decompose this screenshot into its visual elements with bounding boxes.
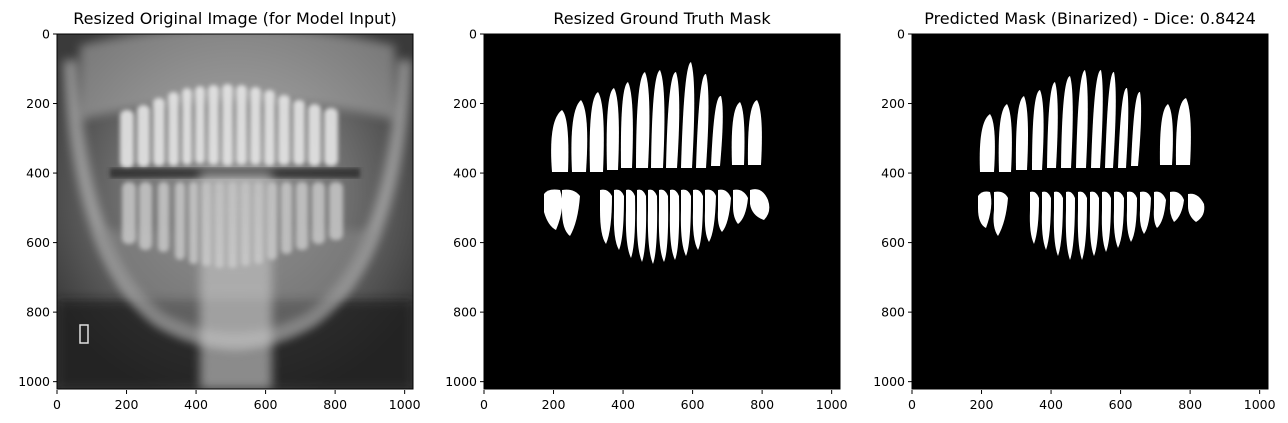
xray-image: [57, 34, 413, 389]
x-tick-label: 0: [480, 397, 488, 412]
y-tick-label: 400: [881, 166, 905, 181]
x-tick-label: 1000: [1244, 397, 1276, 412]
x-tick-label: 800: [750, 397, 774, 412]
y-tick-label: 800: [881, 305, 905, 320]
x-tick-label: 800: [323, 397, 347, 412]
x-tick-label: 800: [1178, 397, 1202, 412]
y-tick-label: 600: [881, 235, 905, 250]
y-tick-label: 0: [469, 27, 477, 42]
y-tick-label: 200: [453, 96, 477, 111]
panel-predicted-mask: Predicted Mask (Binarized) - Dice: 0.842…: [873, 9, 1275, 412]
y-tick-label: 600: [26, 235, 50, 250]
panel-ground-truth-mask: Resized Ground Truth Mask: [445, 9, 847, 412]
x-tick-label: 200: [970, 397, 994, 412]
x-tick-label: 400: [611, 397, 635, 412]
x-tick-label: 600: [254, 397, 278, 412]
y-tick-label: 1000: [873, 374, 905, 389]
y-tick-label: 800: [26, 305, 50, 320]
y-tick-label: 0: [897, 27, 905, 42]
x-tick-label: 0: [53, 397, 61, 412]
y-tick-label: 400: [453, 166, 477, 181]
panel-title: Resized Ground Truth Mask: [553, 9, 771, 28]
x-tick-label: 200: [115, 397, 139, 412]
panel-title: Predicted Mask (Binarized) - Dice: 0.842…: [924, 9, 1256, 28]
x-tick-label: 0: [908, 397, 916, 412]
y-tick-label: 600: [453, 235, 477, 250]
y-tick-label: 800: [453, 305, 477, 320]
y-tick-label: 400: [26, 166, 50, 181]
mask-teeth: [544, 62, 770, 264]
panel-title: Resized Original Image (for Model Input): [73, 9, 397, 28]
y-tick-label: 200: [26, 96, 50, 111]
x-tick-label: 600: [1109, 397, 1133, 412]
y-tick-label: 200: [881, 96, 905, 111]
y-tick-label: 1000: [445, 374, 477, 389]
x-tick-label: 400: [184, 397, 208, 412]
x-tick-label: 200: [542, 397, 566, 412]
mask-teeth: [978, 70, 1205, 260]
x-tick-label: 600: [681, 397, 705, 412]
x-tick-label: 400: [1039, 397, 1063, 412]
x-tick-label: 1000: [816, 397, 848, 412]
x-tick-label: 1000: [389, 397, 421, 412]
panel-original-image: Resized Original Image (for Model Input): [18, 9, 420, 412]
y-tick-label: 0: [42, 27, 50, 42]
y-tick-label: 1000: [18, 374, 50, 389]
